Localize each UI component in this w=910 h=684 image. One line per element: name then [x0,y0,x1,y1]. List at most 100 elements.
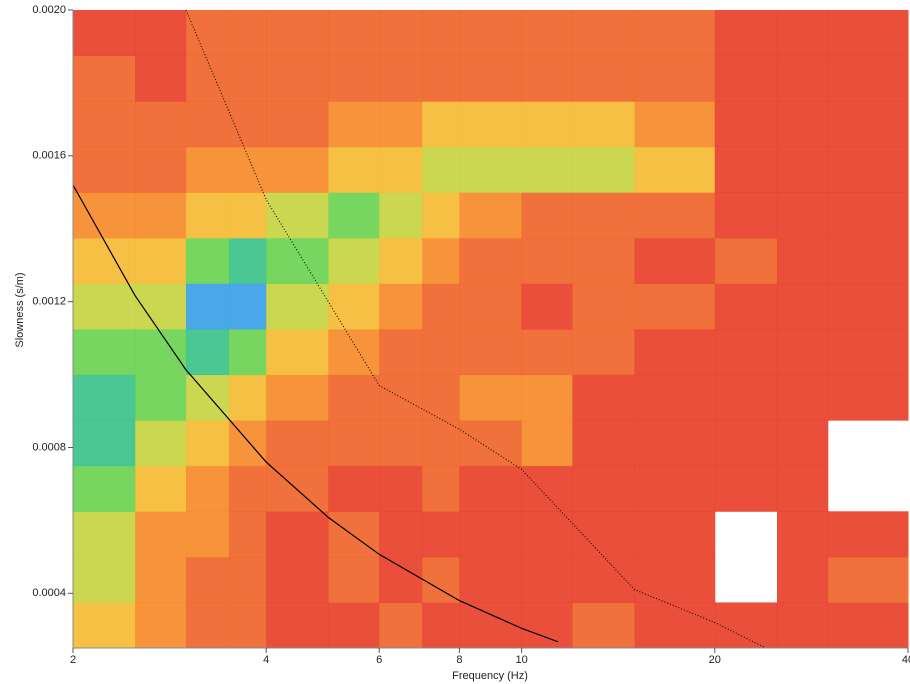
heat-cell [186,101,230,148]
heat-cell [776,192,829,239]
heat-cell [827,511,909,558]
x-tick-label: 10 [515,654,527,666]
heat-cell [422,374,460,421]
heat-cell [827,556,909,603]
heat-cell [266,465,329,512]
heat-cell [266,420,329,467]
heat-cell [776,602,829,649]
heat-cell [521,374,573,421]
heat-cell [521,511,573,558]
heat-cell [827,101,909,148]
heat-cell [135,420,187,467]
heat-cell [459,511,523,558]
heat-cell [459,146,523,193]
heat-cell [572,374,636,421]
heat-cell [266,55,329,102]
x-tick-label: 6 [376,654,382,666]
heat-cell [73,101,136,148]
heat-cell [422,556,460,603]
y-tick-label: 0.0016 [32,150,66,162]
heat-cell [379,602,423,649]
heat-cell [776,10,829,57]
heat-cell [521,465,573,512]
heat-cell [776,374,829,421]
heat-cell [266,237,329,284]
heat-cell [135,511,187,558]
heat-cell [714,329,778,376]
heat-cell [266,329,329,376]
heat-cell [714,192,778,239]
heat-cell [328,283,380,330]
heat-cell [634,329,716,376]
heat-cell [186,283,230,330]
heat-cell [572,10,636,57]
heat-cell [135,237,187,284]
heat-cell [73,556,136,603]
heat-cell [572,146,636,193]
x-tick-label: 40 [902,654,910,666]
heat-cell [634,101,716,148]
heat-cell [228,283,267,330]
heat-cell [634,283,716,330]
heat-cell [827,192,909,239]
heat-cell [776,237,829,284]
heat-cell [328,55,380,102]
heat-cell [521,101,573,148]
heat-cell [328,556,380,603]
heat-cell [422,237,460,284]
heat-cell [714,283,778,330]
heat-cell [776,420,829,467]
heat-cell [776,146,829,193]
heat-cell [135,283,187,330]
heat-cell [521,420,573,467]
heat-cell [73,602,136,649]
heat-cell [521,602,573,649]
heat-cell [827,146,909,193]
heat-cell [328,101,380,148]
heat-cell [266,511,329,558]
heat-cell [73,55,136,102]
heat-cell [73,146,136,193]
heat-cell [73,283,136,330]
heat-cell [459,101,523,148]
heat-cell [73,10,136,57]
heat-cell [521,146,573,193]
heat-cell [422,511,460,558]
heat-cell [135,602,187,649]
heat-cell [379,101,423,148]
heat-cell [827,10,909,57]
heat-cell [634,602,716,649]
y-tick-label: 0.0008 [32,441,66,453]
heat-cell [379,374,423,421]
heat-cell [521,55,573,102]
heat-cell [459,192,523,239]
heat-cell [634,556,716,603]
heat-cell [266,101,329,148]
heat-cell [422,420,460,467]
x-axis-title: Frequency (Hz) [452,670,528,682]
heat-cell [135,556,187,603]
x-tick-label: 20 [709,654,721,666]
heat-cell [714,237,778,284]
heat-cell [422,55,460,102]
heat-cell [186,374,230,421]
heat-cell [422,192,460,239]
heat-cell [73,465,136,512]
heat-cell [459,10,523,57]
heat-cell [572,556,636,603]
heat-cell [379,420,423,467]
heat-cell [714,101,778,148]
heat-cell [186,556,230,603]
heat-cell [521,329,573,376]
heat-cell [379,511,423,558]
heat-cell [228,374,267,421]
heat-cell [328,146,380,193]
heat-cell [379,556,423,603]
heat-cell [776,511,829,558]
heat-cell [328,192,380,239]
heat-cell [328,329,380,376]
heat-cell [459,374,523,421]
heat-cell [572,511,636,558]
heat-cell [228,420,267,467]
